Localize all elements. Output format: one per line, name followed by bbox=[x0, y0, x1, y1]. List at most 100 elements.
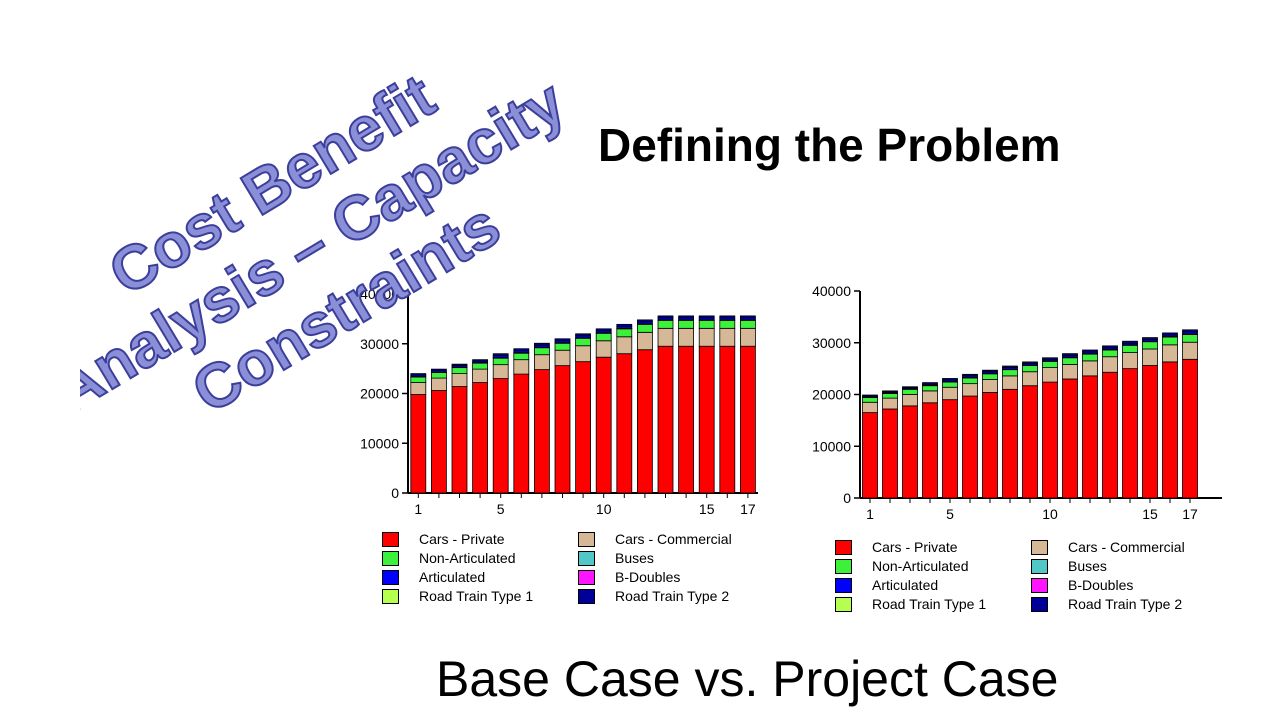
bar-segment bbox=[451, 363, 468, 367]
bar-segment bbox=[1042, 367, 1058, 383]
legend-label: Articulated bbox=[419, 569, 486, 585]
bar-segment bbox=[636, 349, 653, 494]
bar-segment bbox=[472, 362, 488, 370]
bar-segment bbox=[595, 340, 612, 358]
bar-segment bbox=[1042, 357, 1058, 360]
bar-segment bbox=[1002, 375, 1018, 390]
bar-segment bbox=[882, 397, 898, 410]
x-tick-label: 1 bbox=[866, 506, 874, 522]
bar-segment bbox=[513, 359, 530, 375]
legend-swatch bbox=[578, 588, 595, 604]
legend-item: Buses bbox=[1031, 557, 1231, 575]
bar-segment bbox=[410, 394, 427, 494]
bar-segment bbox=[533, 369, 550, 494]
bar-segment bbox=[636, 319, 653, 323]
bar-segment bbox=[1002, 365, 1018, 368]
bar-segment bbox=[575, 361, 592, 494]
bar-segment bbox=[616, 336, 633, 355]
x-tick-label: 17 bbox=[740, 501, 756, 517]
bar-segment bbox=[533, 342, 550, 346]
bar-segment bbox=[554, 338, 571, 342]
legend-item: Articulated bbox=[835, 576, 1031, 594]
bar-segment bbox=[962, 395, 978, 499]
bar-segment bbox=[922, 402, 938, 499]
legend-label: Buses bbox=[615, 550, 654, 566]
bar-segment bbox=[1082, 360, 1098, 377]
bar-segment bbox=[616, 323, 633, 327]
bar-segment bbox=[1022, 385, 1038, 499]
legend-swatch bbox=[382, 550, 399, 566]
y-tick-label: 30000 bbox=[812, 335, 851, 351]
y-tick-label: 40000 bbox=[360, 286, 399, 302]
legend-swatch bbox=[1031, 596, 1048, 612]
bar-segment bbox=[472, 359, 488, 362]
x-tick-label: 1 bbox=[414, 501, 422, 517]
bar-segment bbox=[739, 327, 756, 347]
bar-segment bbox=[982, 373, 998, 380]
bar-segment bbox=[1122, 368, 1138, 499]
bar-segment bbox=[942, 378, 958, 381]
legend-swatch bbox=[835, 539, 852, 555]
bar-segment bbox=[1162, 332, 1178, 336]
bar-segment bbox=[719, 327, 736, 347]
legend-label: B-Doubles bbox=[615, 569, 681, 585]
y-tick-label: 20000 bbox=[360, 386, 399, 402]
bar-segment bbox=[451, 367, 468, 374]
legend-label: Cars - Commercial bbox=[615, 531, 732, 547]
legend-item: B-Doubles bbox=[1031, 576, 1231, 594]
bar-segment bbox=[657, 345, 674, 494]
bar-segment bbox=[513, 348, 530, 352]
project-case-chart: 0 10000 20000 30000 40000 1 5 10 15 17 bbox=[800, 282, 1240, 528]
legend-label: Road Train Type 1 bbox=[419, 588, 534, 604]
bar-segment bbox=[431, 390, 447, 494]
bar-segment bbox=[595, 332, 612, 342]
bar-segment bbox=[1102, 356, 1118, 373]
bar-segment bbox=[739, 315, 756, 319]
bar-segment bbox=[739, 345, 756, 494]
bar-segment bbox=[942, 399, 958, 499]
bar-segment bbox=[1102, 349, 1118, 358]
bar-segment bbox=[922, 390, 938, 404]
bar-segment bbox=[1142, 365, 1158, 499]
stamp-line-1: Cost Benefit bbox=[98, 62, 447, 309]
bar-segment bbox=[698, 327, 715, 347]
legend-item: Road Train Type 2 bbox=[578, 587, 778, 605]
legend-label: Cars - Commercial bbox=[1068, 539, 1185, 555]
legend-label: Road Train Type 2 bbox=[1068, 596, 1183, 612]
bar-segment bbox=[554, 365, 571, 494]
bar-segment bbox=[678, 319, 695, 329]
legend-item: Cars - Private bbox=[382, 530, 578, 548]
bar-segment bbox=[862, 401, 878, 414]
project-case-legend: Cars - Private Cars - Commercial Non-Artic… bbox=[835, 538, 1231, 613]
y-tick-label: 0 bbox=[391, 485, 399, 501]
x-tick-label: 15 bbox=[699, 501, 715, 517]
bar-segment bbox=[575, 333, 592, 337]
bar-segment bbox=[678, 345, 695, 494]
legend-swatch bbox=[835, 596, 852, 612]
bar-segment bbox=[492, 364, 509, 379]
bar-segment bbox=[962, 383, 978, 397]
bar-segment bbox=[698, 345, 715, 494]
legend-label: Non-Articulated bbox=[419, 550, 516, 566]
slide-subheading: Base Case vs. Project Case bbox=[436, 651, 1059, 707]
legend-item: Cars - Commercial bbox=[578, 530, 778, 548]
bar-segment bbox=[1142, 337, 1158, 341]
bar-segment bbox=[410, 376, 427, 383]
x-tick-label: 10 bbox=[1042, 506, 1058, 522]
bar-segment bbox=[513, 373, 530, 494]
bar-segment bbox=[616, 353, 633, 494]
bar-segment bbox=[1142, 348, 1158, 366]
bar-segment bbox=[657, 315, 674, 319]
x-tick-label: 5 bbox=[497, 501, 505, 517]
bar-segment bbox=[1022, 371, 1038, 387]
legend-swatch bbox=[1031, 558, 1048, 574]
base-case-legend: Cars - Private Cars - Commercial Non-Artic… bbox=[382, 530, 778, 605]
bar-segment bbox=[1002, 369, 1018, 377]
bar-segment bbox=[982, 369, 998, 373]
bar-segment bbox=[719, 345, 736, 494]
bar-segment bbox=[719, 315, 736, 319]
bar-segment bbox=[1102, 345, 1118, 349]
bar-segment bbox=[451, 386, 468, 494]
